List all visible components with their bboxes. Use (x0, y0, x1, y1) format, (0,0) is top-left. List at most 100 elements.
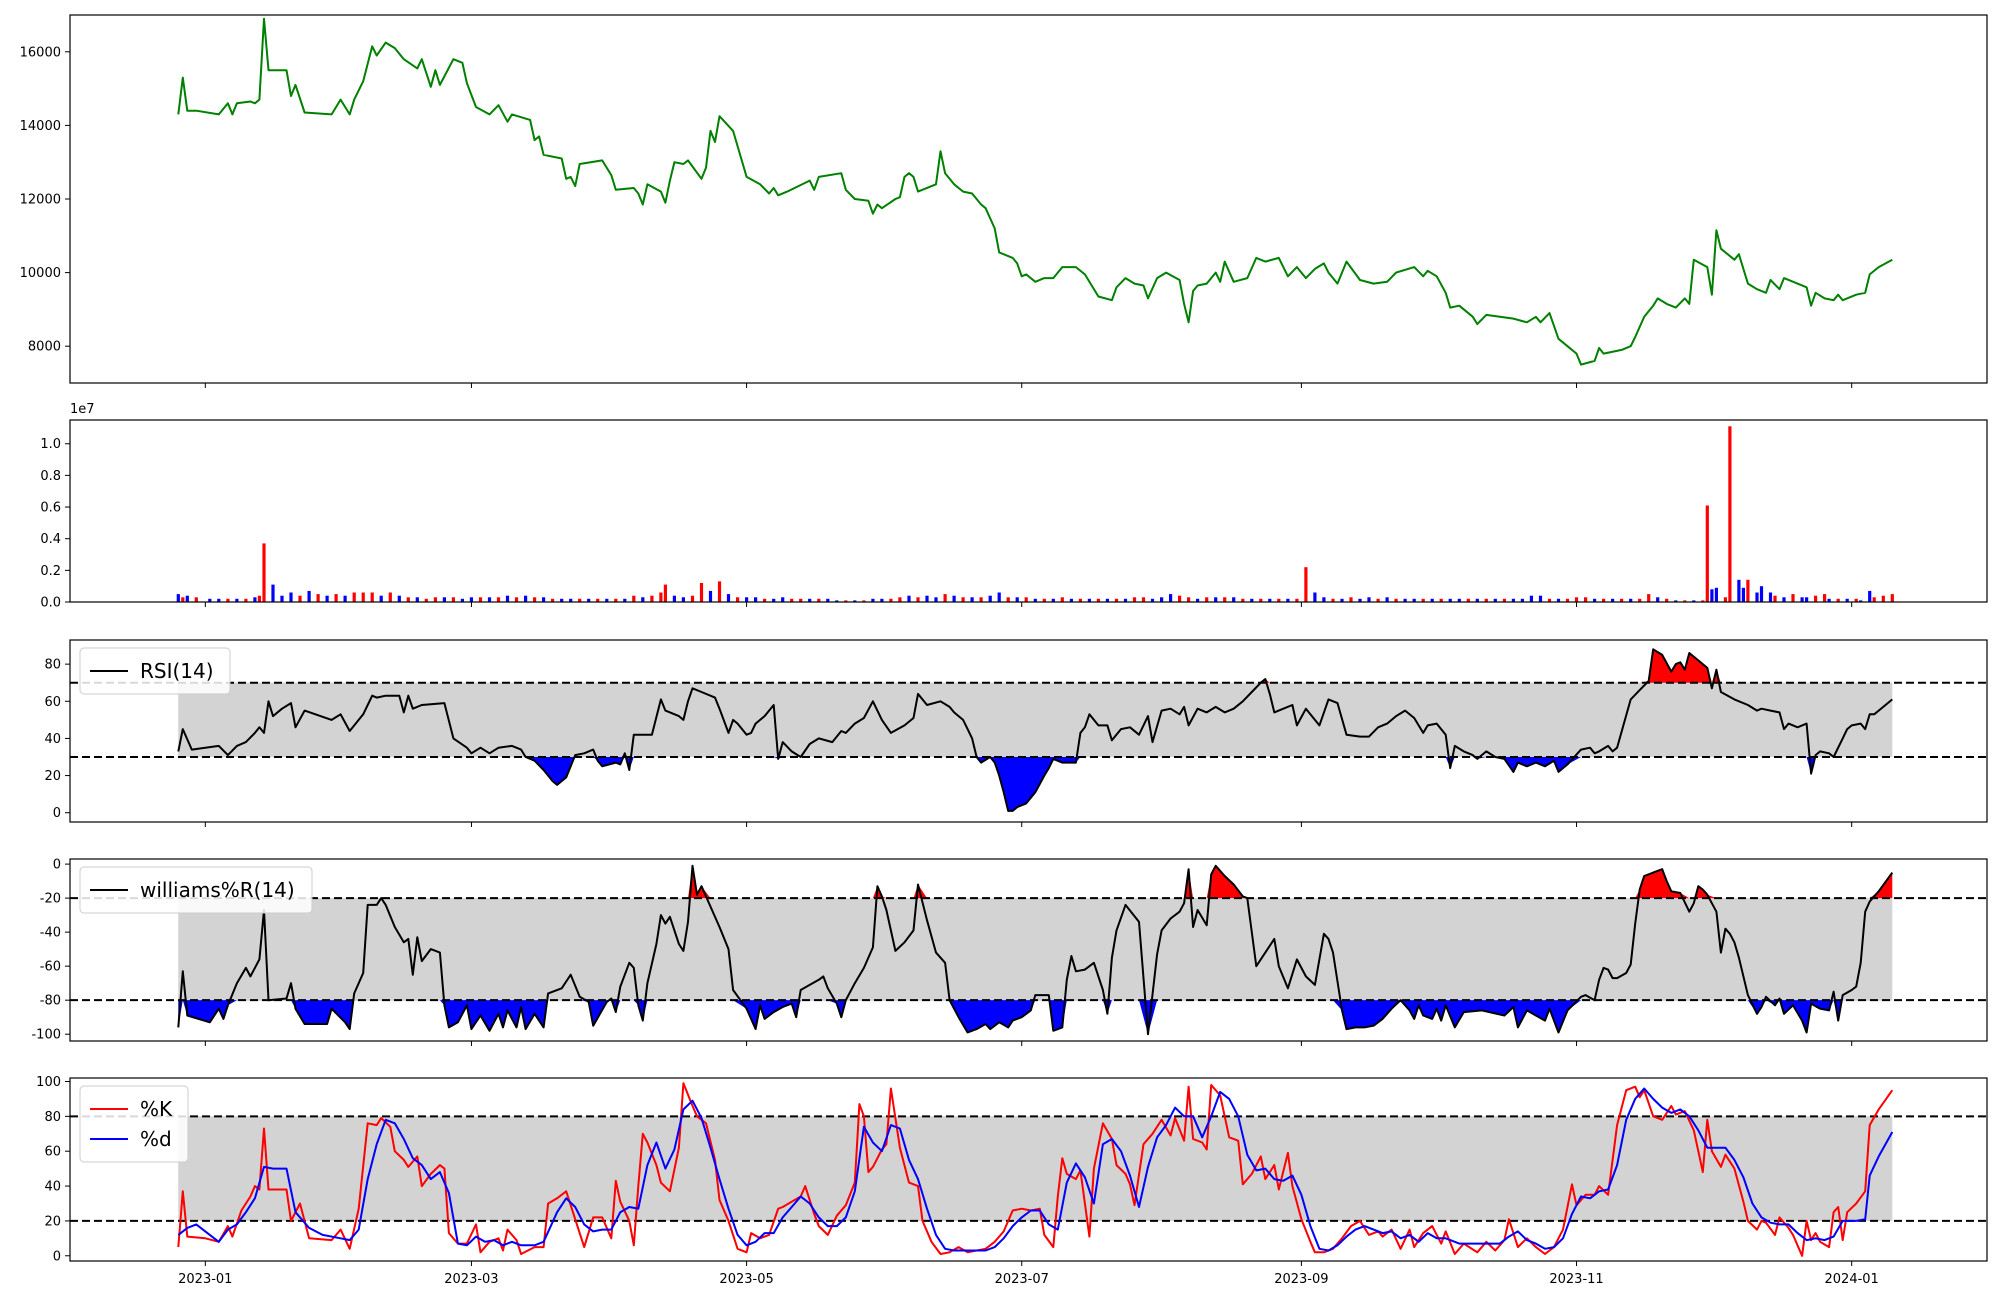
volume-bar (1814, 595, 1818, 602)
volume-bar (433, 597, 437, 602)
y-tick-label: 0.8 (40, 469, 61, 484)
volume-bar (1196, 598, 1200, 602)
volume-bar (672, 595, 676, 602)
volume-bar (1683, 600, 1687, 602)
panel-stochastic: 0 20 40 60 80 100 2023-01 2023-03 2023-05 2023-07… (36, 1075, 1988, 1287)
volume-bar (690, 595, 695, 602)
volume-bar (1259, 598, 1263, 602)
volume-bar (217, 598, 221, 602)
volume-bar (1430, 598, 1434, 602)
volume-bar (844, 600, 848, 602)
legend-box (79, 866, 313, 914)
volume-bar (1746, 579, 1750, 602)
volume-bar (343, 595, 347, 602)
x-tick-label: 2024-01 (1825, 1272, 1879, 1287)
volume-bar (1331, 598, 1335, 602)
volume-bar (1295, 598, 1299, 602)
volume-bar (280, 595, 284, 602)
plot-area (70, 864, 1987, 1036)
volume-bar (1565, 598, 1570, 602)
volume-bar (681, 597, 685, 602)
volume-bar (578, 598, 582, 602)
y-tick-label: 20 (44, 769, 61, 784)
volume-bar (1768, 592, 1773, 602)
y-tick-label: 0 (53, 858, 61, 873)
volume-bar (524, 595, 528, 602)
volume-bar (1791, 594, 1795, 602)
volume-bar (1132, 597, 1137, 602)
overbought-fill (178, 649, 1893, 683)
y-tick-label: 0.4 (40, 532, 61, 547)
volume-bar (1556, 598, 1561, 602)
volume-bar (790, 598, 794, 602)
y-tick-label: -60 (40, 960, 61, 975)
y-tick-label: -80 (40, 994, 61, 1009)
series-line (177, 1082, 1894, 1257)
volume-bar (997, 592, 1001, 602)
volume-bar (1520, 598, 1524, 602)
volume-bar (1692, 600, 1696, 602)
volume-bar (1114, 598, 1119, 602)
volume-bar (943, 594, 947, 602)
volume-bar (1638, 598, 1642, 602)
volume-bar (1096, 598, 1100, 602)
volume-bar (835, 600, 839, 602)
x-tick-label: 2023-03 (444, 1272, 498, 1287)
y-tick-label: 40 (44, 1180, 61, 1195)
volume-bar (1547, 598, 1552, 602)
volume-bar (1705, 505, 1709, 602)
series-line (177, 648, 1893, 812)
volume-bar (1015, 597, 1019, 602)
legend-label: %K (140, 1097, 173, 1121)
y-tick-label: 14000 (20, 119, 61, 134)
volume-bar (1755, 592, 1759, 602)
volume-bar (781, 597, 785, 602)
volume-bar (235, 598, 239, 602)
volume-bar (208, 598, 212, 602)
volume-bar (1069, 598, 1073, 602)
volume-bar (587, 598, 591, 602)
x-tick-label: 2023-05 (719, 1272, 773, 1287)
volume-bar (1674, 600, 1678, 602)
volume-bar (1268, 598, 1272, 602)
volume-bar (1859, 600, 1863, 602)
volume-bar (1205, 597, 1209, 602)
panel-frame (69, 858, 1988, 1042)
y-tick-label: -100 (31, 1028, 61, 1043)
volume-bar (1241, 598, 1245, 602)
volume-bar (1714, 587, 1718, 602)
y-tick-label: 12000 (20, 193, 61, 208)
volume-bar (226, 598, 230, 602)
panel-frame (69, 419, 1988, 603)
volume-bar (533, 597, 537, 602)
volume-bar (754, 597, 758, 602)
y-tick-label: 8000 (28, 340, 61, 355)
volume-bar (1845, 598, 1849, 602)
volume-bar (1385, 597, 1389, 602)
y-tick-label: 16000 (20, 45, 61, 60)
volume-bar (551, 598, 555, 602)
volume-bar (1439, 598, 1443, 602)
volume-bar (1484, 598, 1488, 602)
volume-bar (1105, 598, 1109, 602)
volume-bar (925, 595, 929, 602)
volume-bar (1286, 598, 1290, 602)
volume-bar (614, 598, 618, 602)
volume-bar (1214, 597, 1218, 602)
volume-bar (699, 583, 704, 602)
volume-bar (1805, 597, 1809, 602)
panel-williams: -100 -80 -60 -40 -20 0 williams%R(14) (31, 858, 1988, 1046)
volume-bar (799, 598, 803, 602)
legend-box (79, 1085, 189, 1163)
volume-bar (1782, 597, 1786, 602)
volume-bar (1078, 598, 1082, 602)
volume-bar (496, 597, 501, 602)
legend-label: RSI(14) (140, 659, 214, 683)
volume-bar (1741, 587, 1745, 602)
volume-bar (1647, 594, 1651, 602)
x-tick-label: 2023-11 (1549, 1272, 1603, 1287)
series-line (177, 864, 1894, 1036)
x-tick-label: 2023-01 (178, 1272, 232, 1287)
volume-bar (772, 598, 776, 602)
volume-bar (194, 597, 198, 602)
